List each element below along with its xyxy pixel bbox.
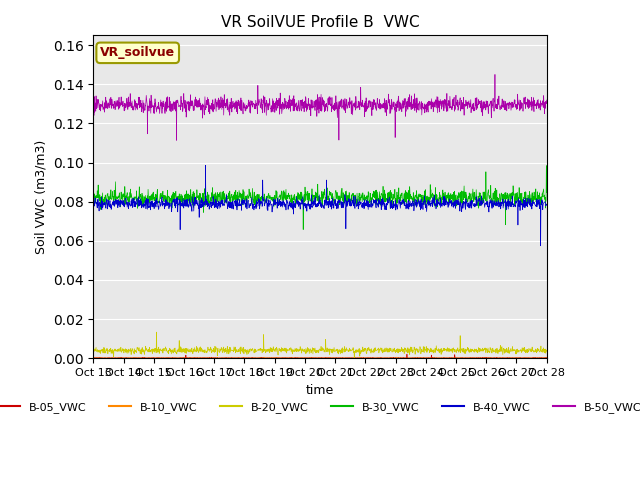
B-10_VWC bbox=[120, 355, 128, 361]
Line: B-20_VWC: B-20_VWC bbox=[93, 332, 547, 358]
B-50_VWC bbox=[143, 99, 150, 105]
B-05_VWC bbox=[282, 355, 290, 361]
Y-axis label: Soil VWC (m3/m3): Soil VWC (m3/m3) bbox=[34, 140, 47, 254]
B-20_VWC bbox=[282, 345, 290, 351]
B-30_VWC bbox=[300, 227, 307, 232]
Line: B-30_VWC: B-30_VWC bbox=[93, 166, 547, 229]
B-10_VWC bbox=[291, 355, 299, 361]
B-50_VWC bbox=[282, 98, 290, 104]
B-05_VWC bbox=[403, 351, 411, 357]
B-20_VWC bbox=[153, 329, 161, 335]
B-20_VWC bbox=[351, 355, 358, 361]
B-10_VWC bbox=[393, 354, 401, 360]
B-40_VWC bbox=[143, 199, 150, 205]
B-30_VWC bbox=[543, 190, 550, 195]
B-20_VWC bbox=[348, 348, 355, 353]
Line: B-40_VWC: B-40_VWC bbox=[93, 165, 547, 246]
B-20_VWC bbox=[90, 347, 97, 353]
B-20_VWC bbox=[543, 347, 550, 353]
B-50_VWC bbox=[125, 94, 132, 100]
B-30_VWC bbox=[125, 199, 132, 204]
B-05_VWC bbox=[143, 355, 151, 360]
B-10_VWC bbox=[543, 355, 550, 361]
B-40_VWC bbox=[282, 207, 290, 213]
B-40_VWC bbox=[291, 205, 299, 211]
B-50_VWC bbox=[491, 72, 499, 77]
B-30_VWC bbox=[90, 194, 97, 200]
B-20_VWC bbox=[291, 347, 299, 352]
B-40_VWC bbox=[300, 206, 307, 212]
B-10_VWC bbox=[300, 355, 307, 361]
B-10_VWC bbox=[282, 355, 290, 361]
B-30_VWC bbox=[348, 193, 355, 199]
B-40_VWC bbox=[537, 243, 545, 249]
Text: VR_soilvue: VR_soilvue bbox=[100, 47, 175, 60]
B-40_VWC bbox=[543, 202, 550, 208]
B-05_VWC bbox=[291, 355, 299, 360]
B-05_VWC bbox=[90, 355, 97, 361]
B-10_VWC bbox=[125, 355, 132, 361]
B-50_VWC bbox=[348, 108, 355, 114]
Legend: B-05_VWC, B-10_VWC, B-20_VWC, B-30_VWC, B-40_VWC, B-50_VWC: B-05_VWC, B-10_VWC, B-20_VWC, B-30_VWC, … bbox=[0, 397, 640, 417]
B-40_VWC bbox=[202, 162, 209, 168]
B-20_VWC bbox=[143, 347, 150, 353]
B-10_VWC bbox=[90, 355, 97, 361]
B-50_VWC bbox=[300, 99, 307, 105]
Line: B-05_VWC: B-05_VWC bbox=[93, 354, 547, 358]
B-50_VWC bbox=[543, 97, 550, 103]
B-50_VWC bbox=[90, 108, 97, 114]
B-50_VWC bbox=[173, 137, 180, 143]
B-05_VWC bbox=[300, 355, 307, 361]
B-30_VWC bbox=[143, 202, 150, 207]
B-20_VWC bbox=[300, 347, 307, 353]
B-40_VWC bbox=[90, 201, 97, 206]
Title: VR SoilVUE Profile B  VWC: VR SoilVUE Profile B VWC bbox=[221, 15, 419, 30]
B-05_VWC bbox=[543, 355, 550, 360]
B-10_VWC bbox=[348, 355, 355, 361]
B-05_VWC bbox=[348, 355, 355, 360]
B-20_VWC bbox=[125, 346, 132, 352]
Line: B-10_VWC: B-10_VWC bbox=[93, 357, 547, 358]
B-30_VWC bbox=[291, 197, 299, 203]
Line: B-50_VWC: B-50_VWC bbox=[93, 74, 547, 140]
B-40_VWC bbox=[125, 206, 132, 212]
B-10_VWC bbox=[143, 355, 151, 361]
B-40_VWC bbox=[348, 201, 355, 207]
X-axis label: time: time bbox=[306, 384, 334, 396]
B-05_VWC bbox=[102, 355, 110, 361]
B-05_VWC bbox=[125, 355, 132, 361]
B-30_VWC bbox=[543, 163, 550, 168]
B-30_VWC bbox=[300, 196, 307, 202]
B-50_VWC bbox=[291, 103, 299, 109]
B-30_VWC bbox=[282, 191, 289, 197]
